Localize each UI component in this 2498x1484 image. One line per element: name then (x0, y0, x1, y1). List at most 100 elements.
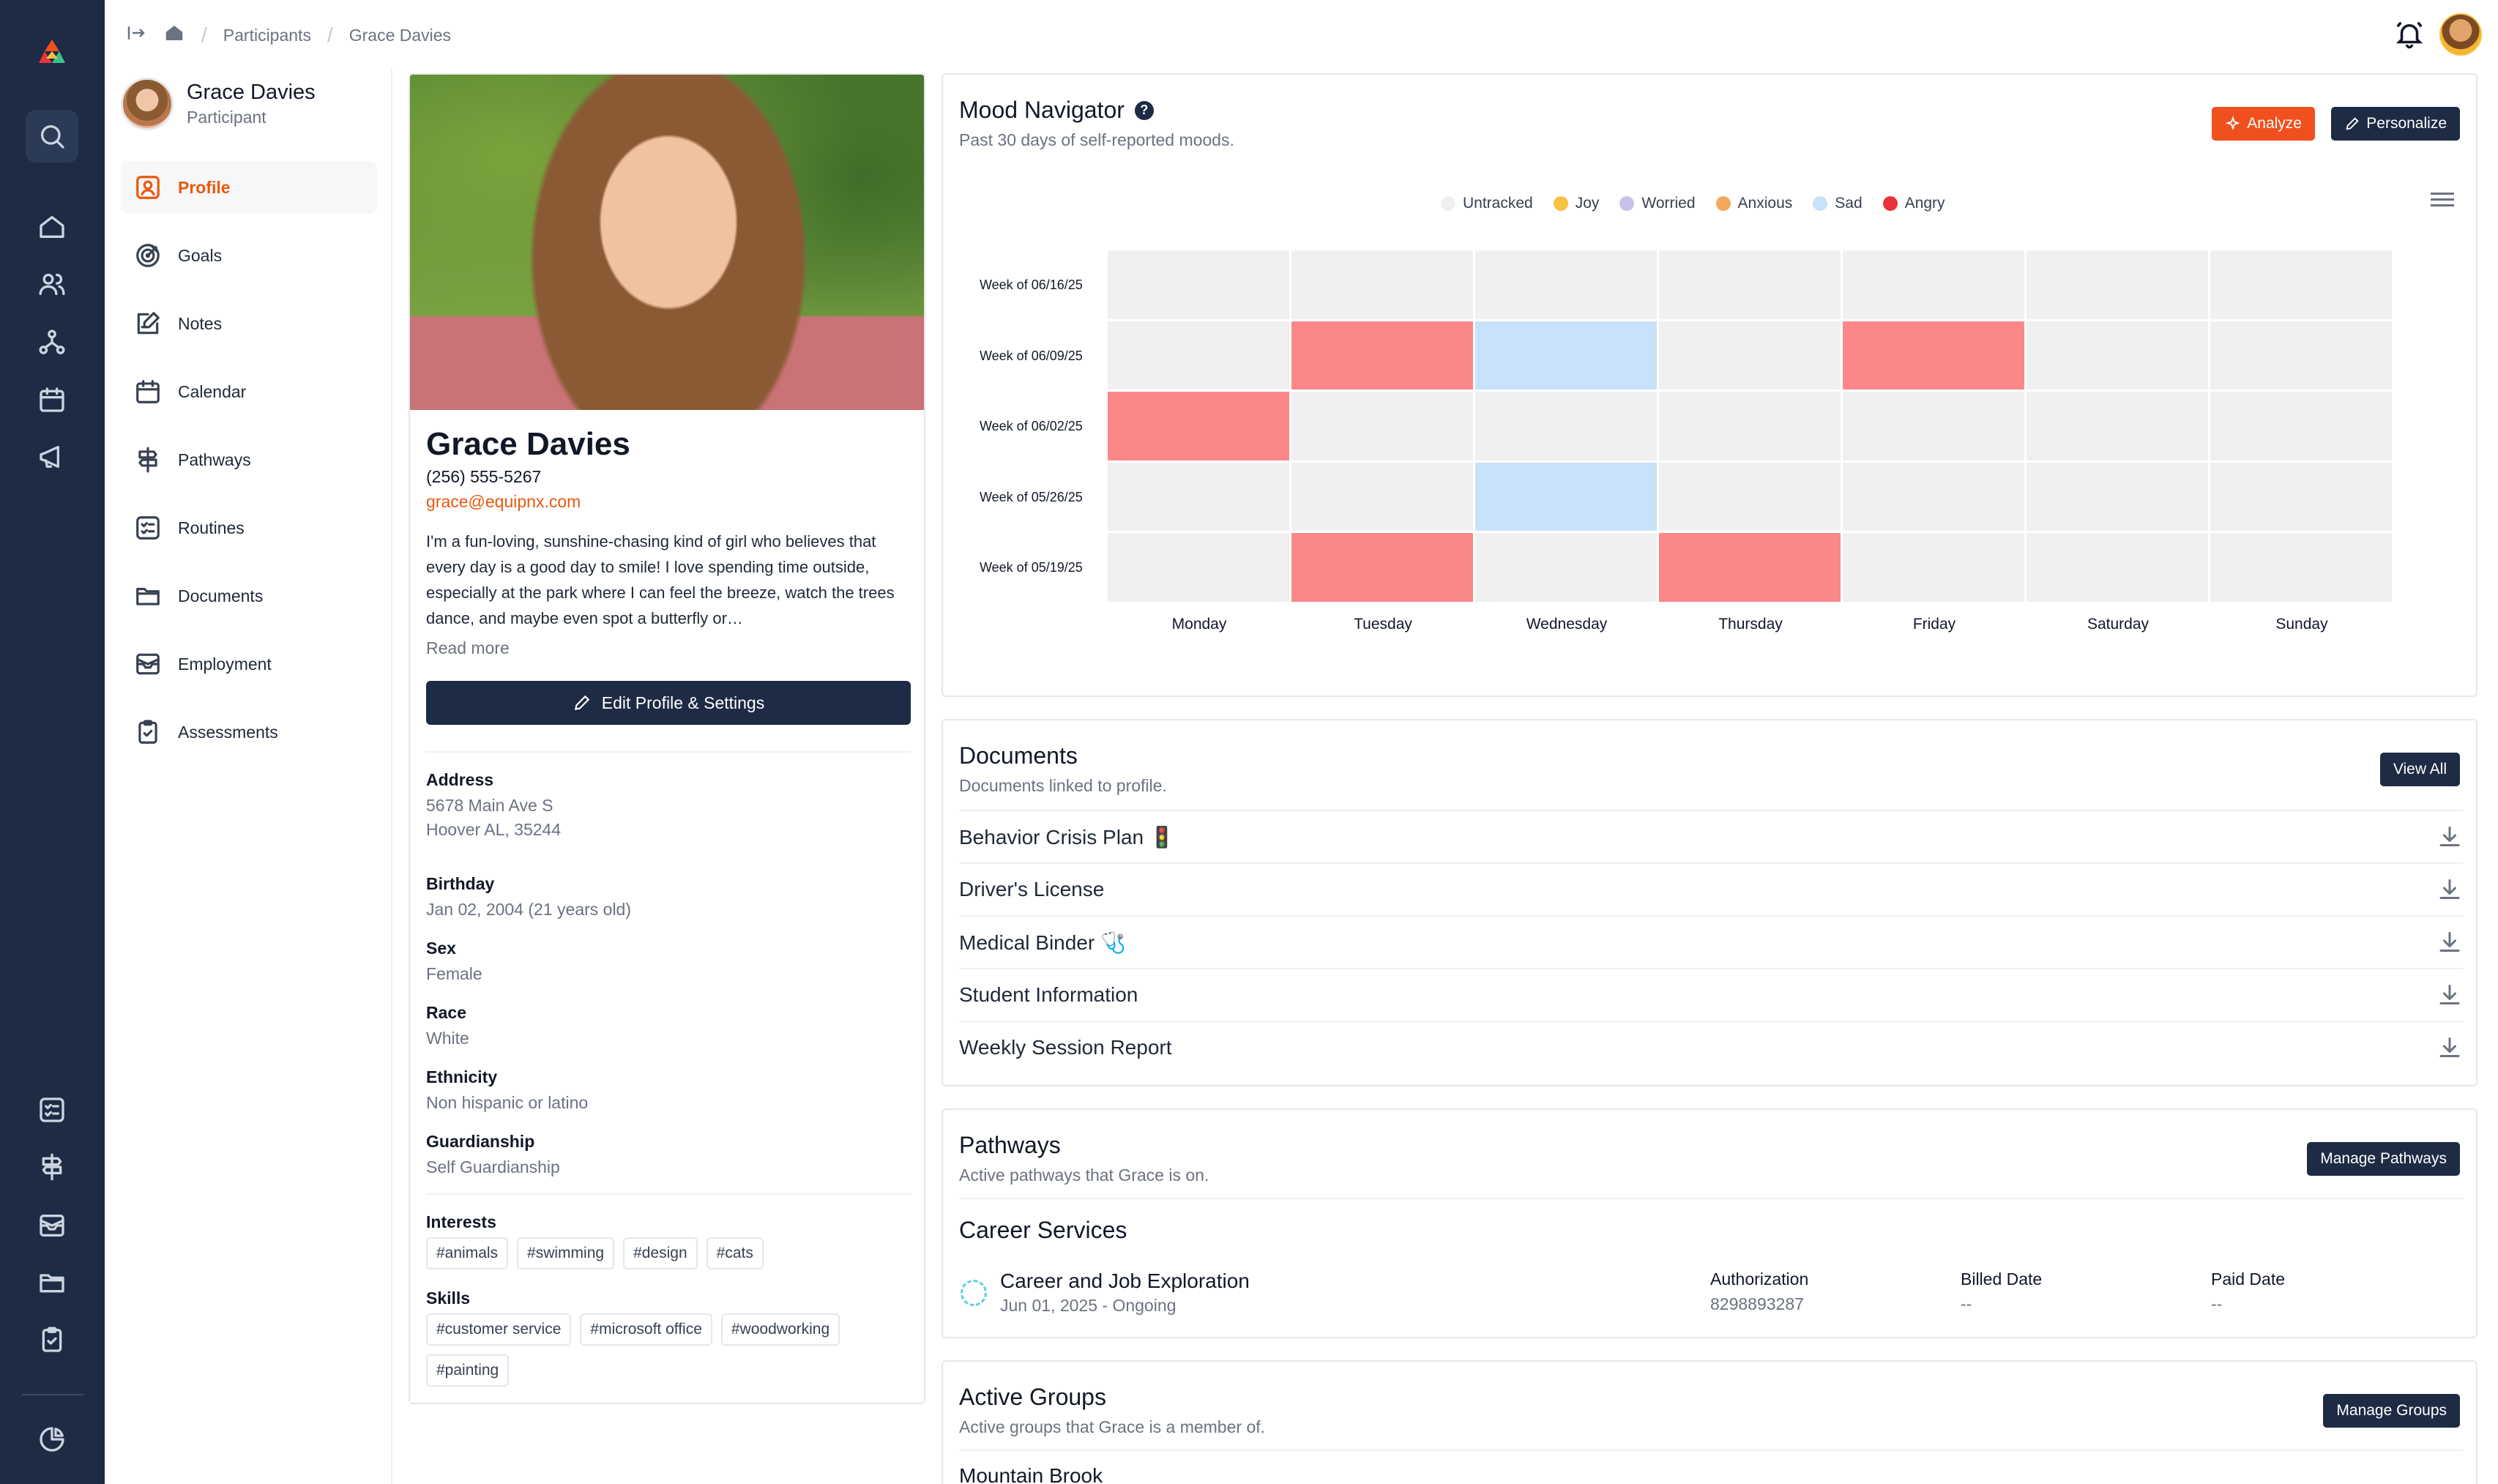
legend-item[interactable]: Anxious (1715, 195, 1792, 212)
breadcrumb-participants[interactable]: Participants (223, 25, 311, 45)
download-icon[interactable] (2437, 930, 2463, 956)
heatmap-cell-untracked[interactable] (1843, 462, 2024, 531)
folder-icon[interactable] (26, 1256, 78, 1309)
document-row[interactable]: Student Information (959, 968, 2463, 1021)
heatmap-cell-untracked[interactable] (1843, 392, 2024, 461)
manage-pathways-button[interactable]: Manage Pathways (2307, 1142, 2460, 1176)
legend-item[interactable]: Joy (1553, 195, 1599, 212)
home-icon[interactable] (26, 201, 78, 253)
heatmap-cell-untracked[interactable] (1291, 462, 1473, 531)
document-row[interactable]: Weekly Session Report (959, 1021, 2463, 1073)
heatmap-cell-untracked[interactable] (1475, 392, 1657, 461)
home-icon[interactable] (163, 22, 185, 48)
notifications-bell-icon[interactable] (2394, 19, 2425, 50)
subnav-item-label: Notes (178, 313, 223, 333)
subnav-item-documents[interactable]: Documents (121, 570, 377, 622)
checklist-icon[interactable] (26, 1084, 78, 1136)
signpost-icon[interactable] (26, 1141, 78, 1193)
manage-groups-button[interactable]: Manage Groups (2323, 1394, 2460, 1428)
heatmap-cell-angry[interactable] (1843, 321, 2024, 389)
heatmap-cell-untracked[interactable] (1843, 533, 2024, 602)
subnav-item-employment[interactable]: Employment (121, 638, 377, 690)
profile-photo (410, 75, 924, 410)
heatmap-cell-untracked[interactable] (1291, 392, 1473, 461)
interest-tag[interactable]: #cats (706, 1237, 764, 1269)
download-icon[interactable] (2437, 1035, 2463, 1062)
heatmap-cell-untracked[interactable] (1108, 533, 1289, 602)
download-icon[interactable] (2437, 824, 2463, 851)
heatmap-cell-sad[interactable] (1475, 462, 1657, 531)
heatmap-cell-untracked[interactable] (2210, 533, 2392, 602)
heatmap-cell-untracked[interactable] (1659, 321, 1841, 389)
personalize-button[interactable]: Personalize (2331, 107, 2460, 141)
heatmap-cell-untracked[interactable] (1659, 250, 1841, 319)
read-more-link[interactable]: Read more (426, 638, 510, 657)
heatmap-cell-untracked[interactable] (1475, 533, 1657, 602)
heatmap-cell-untracked[interactable] (1291, 250, 1473, 319)
profile-email-link[interactable]: grace@equipnx.com (426, 492, 581, 511)
subnav-item-profile[interactable]: Profile (121, 161, 377, 214)
subnav-item-goals[interactable]: Goals (121, 229, 377, 282)
heatmap-cell-untracked[interactable] (2210, 321, 2392, 389)
heatmap-cell-untracked[interactable] (2027, 392, 2208, 461)
heatmap-cell-angry[interactable] (1291, 533, 1473, 602)
app-logo[interactable] (26, 25, 78, 78)
heatmap-cell-untracked[interactable] (1475, 250, 1657, 319)
subnav-item-assessments[interactable]: Assessments (121, 706, 377, 758)
legend-item[interactable]: Worried (1619, 195, 1696, 212)
heatmap-cell-untracked[interactable] (2027, 321, 2208, 389)
heatmap-cell-untracked[interactable] (1108, 462, 1289, 531)
clipboard-icon[interactable] (26, 1313, 78, 1366)
download-icon[interactable] (2437, 877, 2463, 903)
skill-tag[interactable]: #painting (426, 1354, 510, 1387)
user-avatar[interactable] (2439, 13, 2482, 56)
heatmap-cell-untracked[interactable] (1659, 392, 1841, 461)
heatmap-cell-angry[interactable] (1108, 392, 1289, 461)
heatmap-cell-untracked[interactable] (2027, 250, 2208, 319)
heatmap-cell-untracked[interactable] (2210, 392, 2392, 461)
group-name[interactable]: Mountain Brook (959, 1464, 1103, 1484)
view-all-button[interactable]: View All (2379, 753, 2460, 786)
analyze-button[interactable]: Analyze (2212, 107, 2315, 141)
inbox-icon[interactable] (26, 1199, 78, 1252)
skill-tag[interactable]: #woodworking (720, 1313, 840, 1346)
help-icon[interactable]: ? (1134, 100, 1154, 120)
heatmap-cell-untracked[interactable] (2210, 462, 2392, 531)
subnav-item-pathways[interactable]: Pathways (121, 433, 377, 486)
pie-chart-icon[interactable] (26, 1413, 78, 1466)
collapse-sidebar-icon[interactable] (125, 22, 147, 48)
users-icon[interactable] (26, 258, 78, 310)
heatmap-cell-angry[interactable] (1291, 321, 1473, 389)
interest-tag[interactable]: #design (623, 1237, 698, 1269)
pathway-name[interactable]: Career and Job Exploration (1000, 1269, 1250, 1292)
subnav-item-calendar[interactable]: Calendar (121, 365, 377, 418)
megaphone-icon[interactable] (26, 430, 78, 483)
interest-tag[interactable]: #swimming (517, 1237, 615, 1269)
search-icon[interactable] (26, 110, 78, 163)
heatmap-cell-untracked[interactable] (1659, 462, 1841, 531)
skill-tag[interactable]: #customer service (426, 1313, 572, 1346)
document-row[interactable]: Behavior Crisis Plan 🚦 (959, 810, 2463, 862)
chart-menu-icon[interactable] (2431, 189, 2454, 211)
legend-item[interactable]: Angry (1882, 195, 1945, 212)
interest-tag[interactable]: #animals (426, 1237, 509, 1269)
legend-item[interactable]: Sad (1813, 195, 1863, 212)
heatmap-cell-untracked[interactable] (2027, 533, 2208, 602)
heatmap-cell-untracked[interactable] (1108, 321, 1289, 389)
document-row[interactable]: Driver's License (959, 862, 2463, 915)
network-icon[interactable] (26, 316, 78, 369)
legend-item[interactable]: Untracked (1441, 195, 1533, 212)
heatmap-cell-angry[interactable] (1659, 533, 1841, 602)
download-icon[interactable] (2437, 983, 2463, 1009)
subnav-item-routines[interactable]: Routines (121, 501, 377, 554)
document-row[interactable]: Medical Binder 🩺 (959, 915, 2463, 968)
subnav-item-notes[interactable]: Notes (121, 297, 377, 350)
calendar-icon[interactable] (26, 373, 78, 426)
heatmap-cell-untracked[interactable] (2210, 250, 2392, 319)
heatmap-cell-sad[interactable] (1475, 321, 1657, 389)
heatmap-cell-untracked[interactable] (1108, 250, 1289, 319)
edit-profile-button[interactable]: Edit Profile & Settings (426, 681, 911, 725)
heatmap-cell-untracked[interactable] (1843, 250, 2024, 319)
heatmap-cell-untracked[interactable] (2027, 462, 2208, 531)
skill-tag[interactable]: #microsoft office (580, 1313, 712, 1346)
